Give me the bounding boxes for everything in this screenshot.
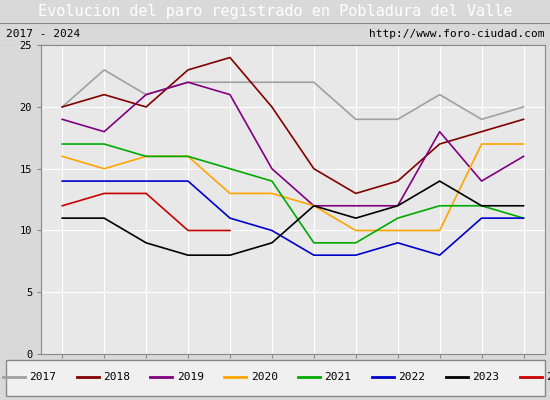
Text: 2023: 2023 — [472, 372, 499, 382]
Text: 2019: 2019 — [177, 372, 204, 382]
FancyBboxPatch shape — [6, 360, 544, 396]
Text: 2020: 2020 — [251, 372, 278, 382]
Text: 2018: 2018 — [103, 372, 130, 382]
Text: 2024: 2024 — [546, 372, 550, 382]
Text: http://www.foro-ciudad.com: http://www.foro-ciudad.com — [369, 29, 544, 39]
Text: 2017: 2017 — [29, 372, 56, 382]
Text: 2017 - 2024: 2017 - 2024 — [6, 29, 80, 39]
Text: 2022: 2022 — [398, 372, 426, 382]
Text: 2021: 2021 — [324, 372, 351, 382]
Text: Evolucion del paro registrado en Pobladura del Valle: Evolucion del paro registrado en Pobladu… — [38, 4, 512, 19]
